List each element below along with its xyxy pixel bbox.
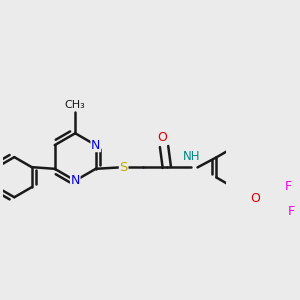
Text: N: N	[70, 174, 80, 187]
Text: F: F	[287, 205, 294, 218]
Text: S: S	[119, 161, 128, 174]
Text: N: N	[91, 139, 101, 152]
Text: O: O	[250, 192, 260, 205]
Text: NH: NH	[183, 150, 201, 163]
Text: F: F	[284, 180, 292, 193]
Text: CH₃: CH₃	[65, 100, 85, 110]
Text: O: O	[158, 131, 168, 144]
